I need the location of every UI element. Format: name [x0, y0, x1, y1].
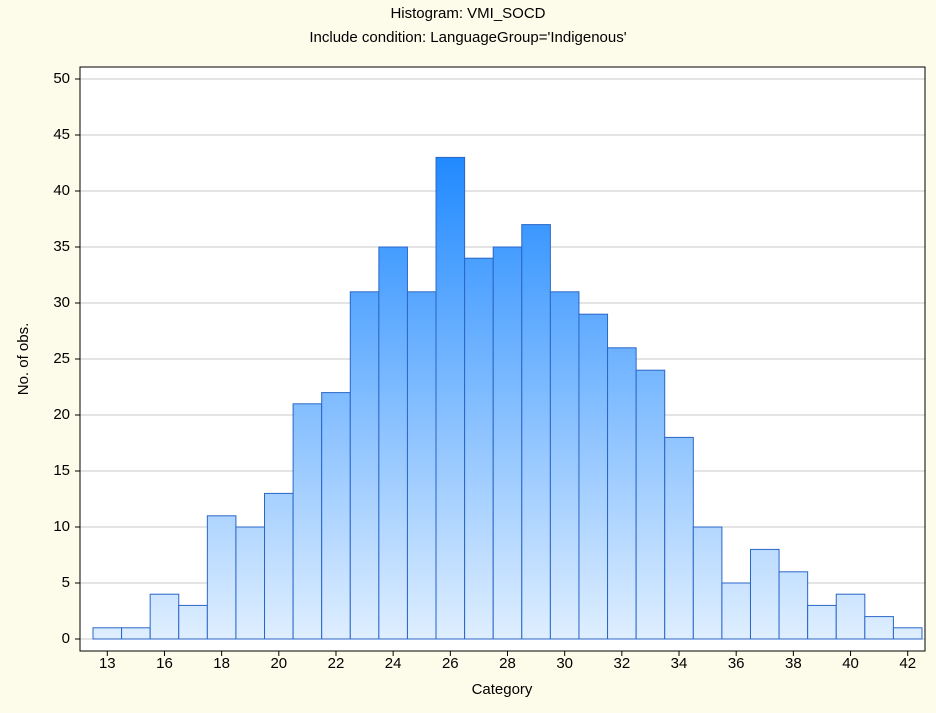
x-tick-label: 30 — [556, 655, 573, 672]
x-tick-label: 34 — [671, 655, 688, 672]
bar — [864, 616, 894, 640]
x-tick-label: 38 — [785, 655, 802, 672]
bar — [749, 548, 780, 640]
y-tick-label: 20 — [53, 406, 70, 423]
bar — [607, 347, 637, 640]
bar — [206, 515, 237, 640]
y-tick-label: 50 — [53, 70, 70, 87]
x-tick-label: 28 — [499, 655, 516, 672]
x-tick-label: 20 — [270, 655, 287, 672]
bar — [721, 582, 751, 640]
bar — [406, 291, 437, 640]
bar — [435, 156, 466, 640]
x-tick-label: 16 — [156, 655, 173, 672]
x-tick-label: 36 — [728, 655, 745, 672]
chart-subtitle: Include condition: LanguageGroup='Indige… — [309, 29, 626, 46]
bar — [178, 604, 208, 640]
y-tick-label: 35 — [53, 238, 70, 255]
bar — [807, 604, 837, 640]
bar — [321, 392, 351, 640]
bar — [664, 436, 694, 640]
chart-title: Histogram: VMI_SOCD — [390, 5, 545, 22]
bar — [492, 246, 523, 640]
x-tick-label: 22 — [328, 655, 345, 672]
y-tick-label: 15 — [53, 462, 70, 479]
x-tick-label: 26 — [442, 655, 459, 672]
y-tick-label: 30 — [53, 294, 70, 311]
y-tick-label: 40 — [53, 182, 70, 199]
y-axis-label: No. of obs. — [15, 323, 32, 396]
x-tick-label: 13 — [99, 655, 116, 672]
bar — [264, 492, 294, 640]
bar — [464, 257, 494, 640]
bar — [149, 593, 180, 640]
bar — [235, 526, 266, 640]
y-tick-label: 5 — [62, 574, 70, 591]
bar — [549, 291, 580, 640]
y-tick-label: 25 — [53, 350, 70, 367]
bar — [835, 593, 866, 640]
x-tick-label: 24 — [385, 655, 402, 672]
bar — [521, 224, 551, 640]
x-tick-label: 40 — [842, 655, 859, 672]
y-tick-label: 10 — [53, 518, 70, 535]
bar — [378, 246, 408, 640]
x-tick-label: 18 — [213, 655, 230, 672]
bar — [578, 313, 609, 640]
bar — [292, 403, 323, 640]
bar — [92, 627, 123, 640]
bar — [778, 571, 809, 640]
bar — [349, 291, 380, 640]
bar — [692, 526, 723, 640]
bar — [635, 369, 666, 640]
bar — [121, 627, 151, 640]
y-tick-label: 45 — [53, 126, 70, 143]
x-tick-label: 32 — [614, 655, 631, 672]
bars — [92, 156, 923, 640]
x-axis-label: Category — [472, 681, 533, 698]
y-tick-label: 0 — [62, 630, 70, 647]
bar — [892, 627, 923, 640]
x-tick-label: 42 — [899, 655, 916, 672]
